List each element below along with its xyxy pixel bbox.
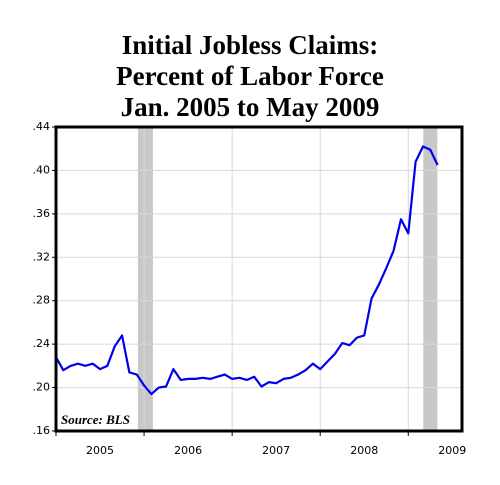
y-tick-label: .16 [33,424,51,437]
data-line [55,145,439,396]
y-tick-label: .32 [33,250,51,263]
plot-frame [54,125,464,433]
chart-title: Initial Jobless Claims: [122,30,379,60]
y-tick-label: .20 [33,381,51,394]
x-tick-label: 2006 [174,444,202,457]
y-tick-label: .44 [33,120,51,133]
chart-title: Percent of Labor Force [116,61,384,91]
x-tick-label: 2005 [86,444,114,457]
shaded-region [423,127,438,431]
y-tick-label: .24 [33,337,51,350]
x-tick-label: 2009 [438,444,466,457]
shaded-region [137,127,153,431]
chart-title: Jan. 2005 to May 2009 [121,92,380,122]
y-tick-label: .28 [33,294,51,307]
y-tick-label: .40 [33,163,51,176]
source-note: Source: BLS [61,412,130,427]
x-tick-label: 2008 [350,444,378,457]
y-tick-label: .36 [33,207,51,220]
x-tick-label: 2007 [262,444,290,457]
